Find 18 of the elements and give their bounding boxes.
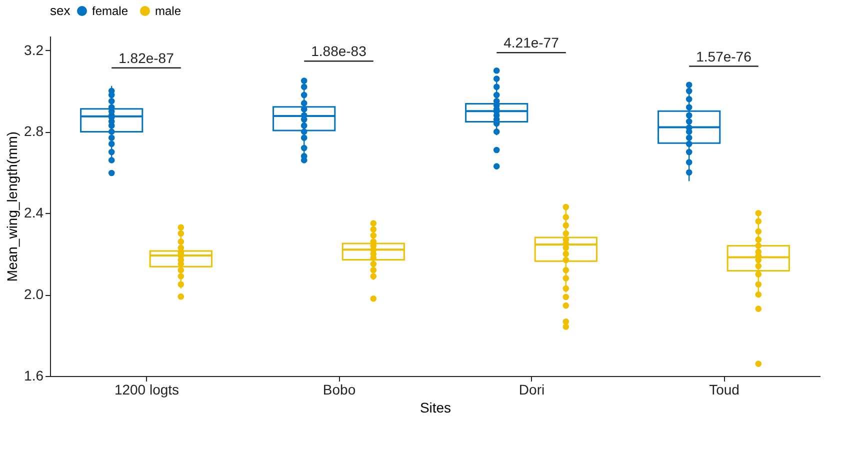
y-tick-label: 2.0 [24, 286, 44, 302]
x-tick-label: Toud [709, 382, 740, 398]
y-tick-label: 3.2 [24, 42, 44, 58]
x-tick-label: 1200 logts [114, 382, 180, 398]
y-axis-title: Mean_wing_length(mm) [4, 131, 20, 282]
legend-label: male [155, 4, 182, 18]
annotation: 4.21e-77 [504, 34, 560, 51]
y-tick-label: 1.6 [24, 368, 44, 384]
annotation: 1.82e-87 [118, 50, 174, 66]
legend-label: female [92, 4, 128, 18]
y-tick-label: 2.4 [24, 204, 44, 221]
annotation: 1.57e-76 [696, 48, 752, 64]
x-tick-label: Bobo [322, 382, 356, 398]
legend-title: sex [50, 3, 71, 18]
x-tick-label: Dori [518, 382, 545, 398]
y-tick-label: 2.8 [24, 123, 44, 140]
x-axis-title: Sites [420, 400, 452, 416]
annotation: 1.88e-83 [311, 43, 367, 60]
